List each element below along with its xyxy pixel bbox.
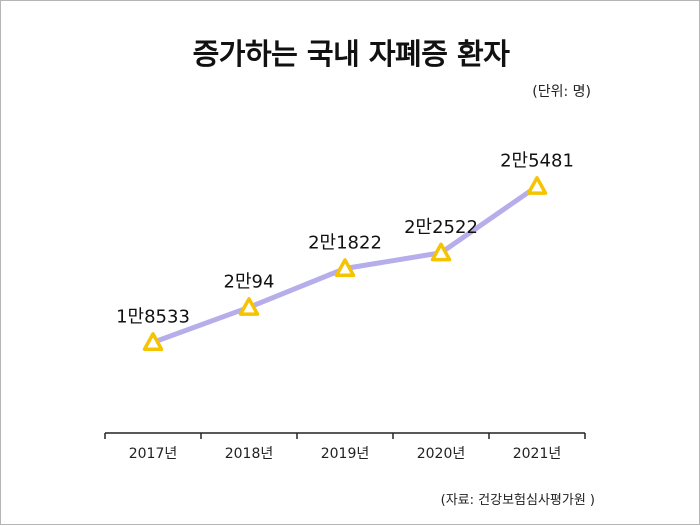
- data-point-marker: [430, 242, 452, 262]
- x-tick-label: 2020년: [417, 446, 466, 462]
- data-point-marker: [238, 297, 260, 316]
- data-label: 2만5481: [500, 150, 574, 171]
- x-tick-label: 2018년: [225, 446, 274, 462]
- x-tick-label: 2019년: [321, 446, 370, 462]
- data-point-marker: [142, 332, 164, 351]
- data-label: 1만8533: [116, 306, 190, 327]
- data-label: 2만94: [224, 271, 275, 292]
- unit-note: (단위: 명): [532, 84, 591, 100]
- data-label: 2만1822: [308, 232, 382, 253]
- x-tick-label: 2021년: [513, 446, 562, 462]
- chart-title: 증가하는 국내 자폐증 환자: [192, 37, 510, 71]
- source-note: (자료: 건강보험심사평가원 ): [440, 493, 595, 508]
- data-point-marker: [334, 258, 356, 278]
- data-point-marker: [526, 176, 548, 195]
- data-label: 2만2522: [404, 217, 478, 238]
- x-tick-label: 2017년: [129, 446, 178, 462]
